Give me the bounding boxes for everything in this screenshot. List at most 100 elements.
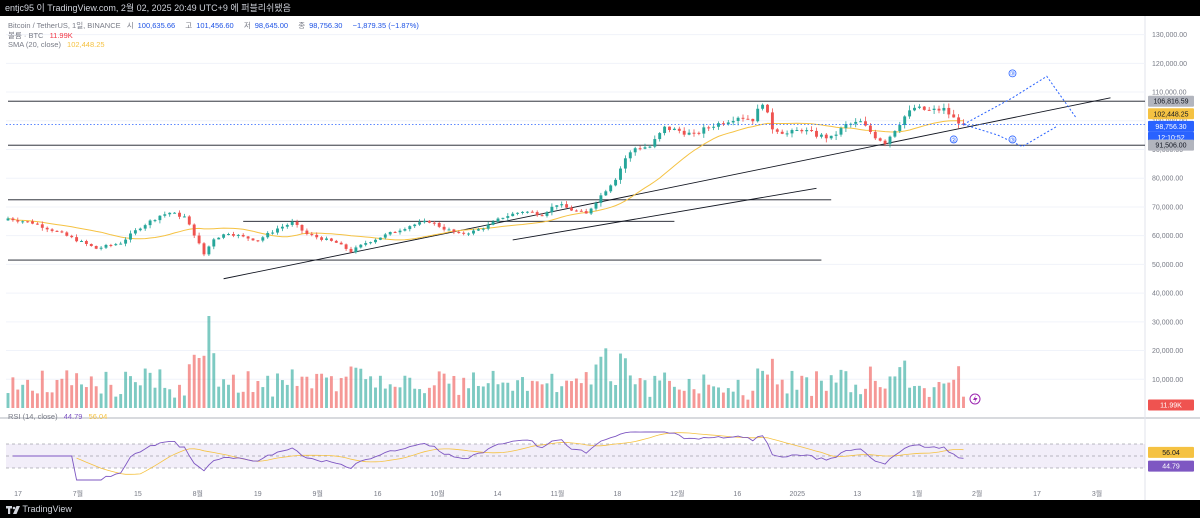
volume-bar [790, 370, 794, 408]
candle-body [94, 245, 98, 249]
volume-bar [217, 386, 221, 408]
volume-bar [50, 392, 54, 408]
candle-body [952, 114, 956, 118]
time-tick-label: 7월 [73, 489, 83, 498]
legend-rsi-label[interactable]: RSI (14, close) [8, 412, 58, 421]
volume-bar [570, 381, 573, 408]
candle-body [584, 211, 588, 214]
candle-body [829, 135, 833, 139]
candle-body [761, 104, 765, 109]
candle-body [369, 242, 373, 244]
candle-body [148, 220, 152, 226]
candle-body [913, 107, 916, 111]
volume-bar [266, 375, 270, 408]
candle-body [643, 147, 647, 149]
legend-volume-label[interactable]: 볼륨 · BTC [8, 31, 44, 40]
candle-body [432, 222, 436, 224]
candle-body [266, 232, 270, 238]
time-tick-label: 13 [853, 491, 861, 498]
time-tick-label: 11월 [551, 489, 565, 498]
candle-body [45, 227, 49, 230]
candle-body [770, 112, 774, 130]
volume-bar [427, 387, 431, 408]
chart-frame[interactable]: 130,000.00120,000.00110,000.00100,000.00… [0, 16, 1200, 500]
candle-body [84, 240, 88, 244]
candle-body [472, 230, 475, 234]
volume-bar [280, 380, 284, 408]
rsi-line [12, 431, 964, 481]
legend-open: 100,635.66 [137, 21, 176, 30]
legend-symbol[interactable]: Bitcoin / TetherUS, 1일, BINANCE [8, 21, 121, 30]
volume-bar [481, 386, 485, 408]
volume-bar [506, 382, 510, 408]
volume-bar [516, 380, 520, 408]
candle-body [80, 240, 83, 242]
candle-body [65, 232, 69, 236]
candle-body [378, 237, 382, 240]
candle-body [604, 191, 608, 196]
volume-bar [423, 393, 426, 408]
volume-bar [339, 378, 343, 408]
volume-bar [579, 383, 583, 408]
volume-bar [908, 387, 912, 408]
volume-bar [947, 382, 951, 408]
legend-row-sma: SMA (20, close) 102,448.25 [8, 40, 109, 49]
candle-body [628, 152, 632, 159]
volume-bar [511, 390, 515, 408]
volume-bar [158, 369, 162, 408]
price-chart[interactable]: 130,000.00120,000.00110,000.00100,000.00… [0, 16, 1200, 500]
volume-bar [84, 387, 88, 408]
candle-body [873, 131, 877, 139]
volume-bar [962, 396, 965, 408]
volume-bar [109, 384, 113, 408]
volume-bar [285, 384, 289, 408]
volume-bar [295, 385, 299, 408]
candle-body [766, 104, 769, 113]
candle-body [609, 185, 613, 192]
candle-body [741, 117, 745, 119]
volume-bar [888, 376, 892, 408]
volume-bar [584, 372, 588, 408]
volume-bar [329, 376, 333, 408]
volume-bar [418, 389, 422, 408]
candle-body [114, 244, 118, 246]
volume-bar [957, 366, 961, 408]
trendline [223, 97, 1111, 280]
candle-body [697, 132, 701, 134]
volume-bar [388, 384, 392, 408]
volume-bar [633, 384, 637, 408]
volume-bar [565, 380, 569, 408]
candle-body [143, 225, 147, 229]
candle-body [619, 168, 622, 180]
volume-bar [878, 387, 882, 408]
volume-bar [672, 386, 676, 408]
legend-sma-label[interactable]: SMA (20, close) [8, 40, 61, 49]
wave-label: ③ [1010, 137, 1015, 144]
candle-body [599, 195, 603, 203]
candle-body [241, 234, 245, 237]
volume-bar [545, 383, 549, 408]
volume-bar [300, 376, 304, 408]
volume-bar [697, 393, 701, 408]
volume-bar [104, 371, 108, 408]
volume-bar [491, 370, 495, 408]
candle-body [800, 130, 804, 132]
volume-bar [844, 371, 848, 408]
projection-up-path [963, 75, 1077, 125]
candle-body [721, 123, 725, 125]
candle-body [305, 230, 309, 235]
candle-body [70, 235, 74, 238]
volume-bar [594, 364, 598, 408]
candle-body [540, 215, 544, 217]
price-tick-label: 50,000.00 [1152, 262, 1183, 269]
candle-body [530, 211, 534, 213]
candle-body [295, 221, 299, 225]
candle-body [844, 124, 848, 129]
time-tick-label: 9월 [313, 489, 323, 498]
candle-body [158, 215, 162, 221]
volume-bar [800, 375, 804, 408]
volume-bar [770, 358, 774, 408]
candle-body [859, 121, 863, 123]
volume-bar [60, 378, 64, 408]
candle-body [717, 123, 720, 127]
